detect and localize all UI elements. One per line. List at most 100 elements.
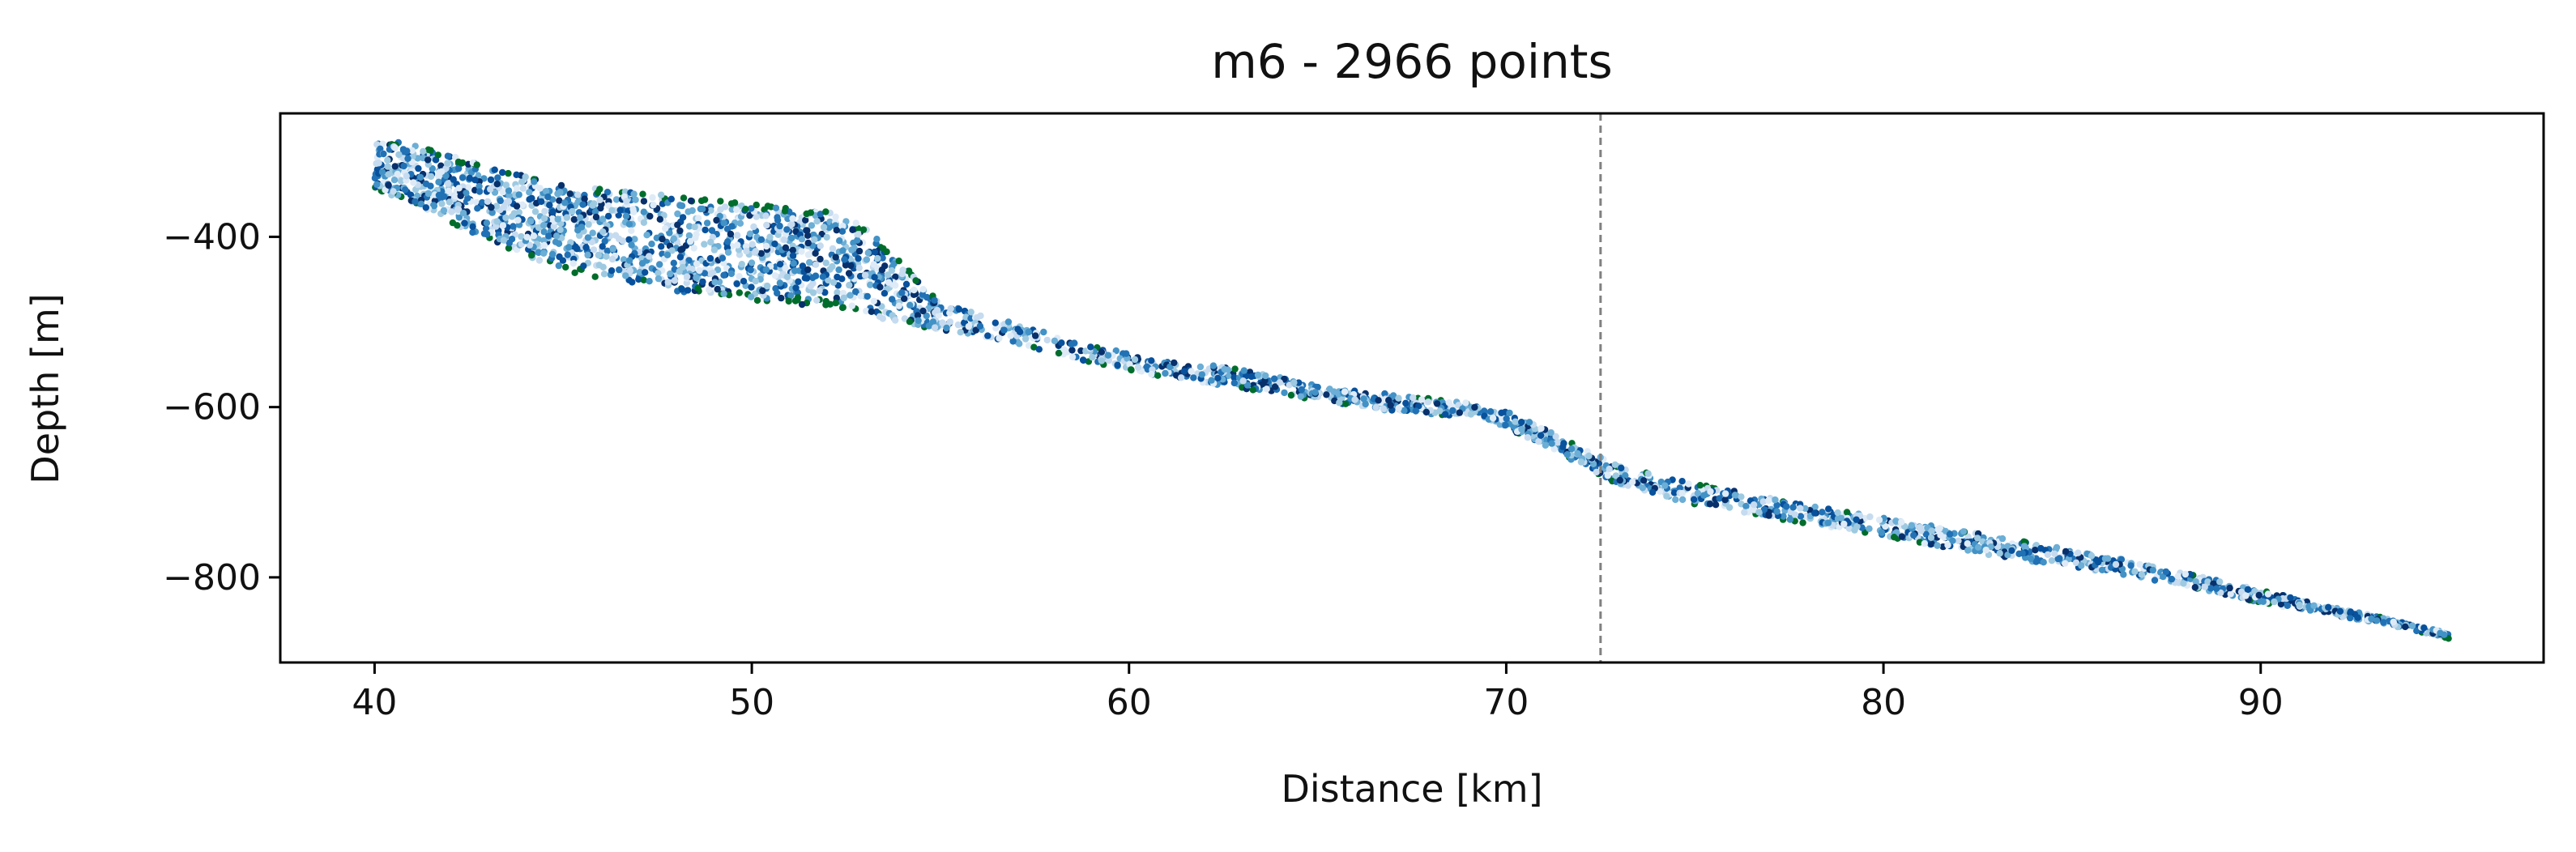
data-point (823, 233, 830, 241)
data-point (2020, 543, 2028, 550)
data-point (1055, 349, 1063, 357)
data-point (540, 249, 548, 257)
data-point (701, 241, 708, 248)
data-point (771, 272, 779, 279)
data-point (746, 230, 754, 237)
data-point (483, 231, 491, 238)
data-point (544, 193, 552, 201)
data-point (605, 202, 612, 210)
data-point (847, 262, 855, 270)
scatter-points (371, 138, 2452, 642)
data-point (733, 280, 740, 288)
data-point (630, 208, 638, 215)
data-point (1126, 360, 1133, 368)
data-point (457, 192, 464, 199)
data-point (1298, 386, 1306, 394)
data-point (1035, 346, 1043, 353)
data-point (499, 222, 507, 229)
data-point (545, 232, 552, 240)
data-point (487, 185, 494, 193)
data-point (676, 253, 685, 261)
data-point (1593, 468, 1601, 476)
data-point (892, 282, 899, 289)
data-point (535, 257, 544, 264)
data-point (789, 246, 796, 254)
data-point (1998, 535, 2007, 543)
data-point (527, 218, 535, 225)
data-point (763, 221, 770, 229)
data-point (1552, 432, 1559, 441)
data-point (2242, 592, 2250, 599)
data-point (787, 292, 795, 300)
data-point (458, 174, 467, 181)
data-point (901, 295, 908, 302)
data-point (628, 241, 635, 249)
data-point (857, 292, 864, 300)
data-point (494, 174, 501, 181)
data-point (1402, 399, 1410, 407)
data-point (781, 236, 788, 244)
data-point (784, 215, 791, 223)
data-point (385, 171, 392, 178)
data-point (1254, 371, 1262, 379)
data-point (809, 289, 817, 296)
data-point (429, 165, 436, 173)
data-point (954, 321, 962, 329)
data-point (694, 215, 702, 222)
data-point (1648, 488, 1657, 496)
data-point (1380, 405, 1388, 412)
data-point (684, 287, 692, 294)
data-point (1789, 504, 1797, 511)
data-point (2062, 547, 2070, 556)
data-point (848, 302, 856, 309)
data-point (1554, 439, 1562, 446)
data-point (1707, 488, 1714, 496)
data-point (2226, 584, 2233, 592)
data-point (626, 267, 633, 275)
data-point (1105, 356, 1113, 364)
data-point (1611, 461, 1619, 468)
data-point (2127, 562, 2135, 569)
data-point (919, 291, 927, 298)
data-point (620, 256, 628, 263)
data-point (711, 279, 719, 286)
data-point (912, 277, 919, 284)
data-point (2310, 602, 2318, 609)
data-point (1964, 540, 1971, 547)
data-point (1946, 530, 1954, 538)
data-point (1791, 511, 1799, 518)
data-point (448, 208, 455, 215)
data-point (717, 198, 724, 205)
data-point (1525, 419, 1533, 426)
data-point (1323, 391, 1330, 398)
data-point (487, 176, 495, 184)
data-point (878, 266, 886, 274)
data-point (748, 259, 756, 266)
data-point (829, 245, 837, 253)
data-point (1616, 476, 1624, 484)
y-tick-label: −600 (163, 387, 261, 428)
data-point (2181, 570, 2189, 578)
data-point (508, 213, 516, 220)
data-point (1456, 409, 1464, 416)
data-point (838, 275, 846, 283)
data-point (1898, 518, 1905, 526)
data-point (615, 211, 622, 219)
data-point (862, 271, 869, 279)
data-point (791, 267, 799, 275)
data-point (662, 225, 669, 232)
data-point (839, 304, 847, 311)
data-point (640, 208, 647, 215)
data-point (619, 237, 626, 245)
data-point (898, 270, 906, 278)
data-point (518, 201, 527, 208)
data-point (984, 332, 992, 339)
data-point (743, 247, 750, 255)
data-point (881, 290, 889, 297)
data-point (518, 178, 526, 185)
x-axis-label: Distance [km] (1281, 767, 1542, 811)
data-point (706, 286, 713, 293)
data-point (444, 152, 452, 160)
data-point (710, 246, 719, 253)
data-point (402, 186, 409, 194)
